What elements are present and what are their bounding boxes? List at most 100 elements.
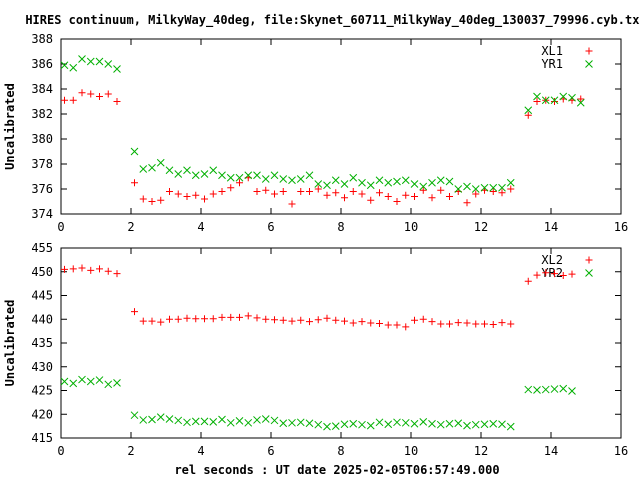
data-point — [506, 422, 515, 431]
data-point — [472, 320, 480, 328]
data-point — [139, 416, 148, 424]
data-point — [218, 415, 226, 424]
data-point — [209, 190, 217, 198]
data-point — [104, 60, 113, 68]
data-point — [209, 417, 218, 426]
data-point — [463, 421, 471, 430]
data-point — [375, 176, 384, 185]
data-point — [270, 171, 279, 180]
data-point — [550, 385, 559, 393]
data-point — [340, 420, 349, 429]
data-point — [104, 380, 113, 389]
data-point — [376, 320, 383, 328]
data-point — [323, 191, 331, 199]
y-tick-label: 380 — [31, 132, 53, 146]
data-point — [419, 182, 428, 191]
data-point — [436, 420, 445, 429]
data-point — [411, 193, 418, 200]
data-point — [200, 417, 209, 426]
data-point — [437, 186, 445, 194]
data-point — [314, 420, 323, 429]
y-tick-label: 388 — [31, 32, 53, 46]
data-point — [60, 61, 69, 70]
data-point — [227, 184, 235, 192]
data-point — [200, 170, 209, 178]
data-point — [209, 166, 218, 175]
y-tick-label: 425 — [31, 384, 53, 398]
data-point — [183, 166, 191, 175]
data-point — [384, 420, 393, 429]
data-point — [270, 416, 279, 425]
data-point — [480, 183, 489, 192]
data-point — [498, 183, 506, 192]
data-point — [69, 96, 77, 104]
data-point — [428, 194, 436, 202]
y-axis-label: Uncalibrated — [3, 83, 17, 170]
data-point — [271, 316, 278, 324]
data-point — [69, 63, 78, 72]
data-point — [349, 188, 357, 195]
data-point — [472, 190, 480, 198]
data-point — [323, 422, 331, 431]
data-point — [446, 193, 453, 200]
data-point — [78, 89, 86, 97]
data-point — [244, 171, 253, 180]
data-point — [156, 413, 165, 421]
x-tick-label: 12 — [474, 220, 488, 234]
data-point — [533, 386, 541, 394]
data-point — [367, 319, 375, 327]
plot-frame — [60, 38, 622, 215]
data-point — [419, 186, 427, 194]
data-point — [165, 415, 174, 423]
data-point — [157, 318, 165, 326]
data-point — [244, 312, 252, 320]
data-point — [419, 315, 427, 323]
data-point — [331, 422, 340, 430]
data-point — [148, 317, 156, 325]
data-point — [340, 180, 349, 188]
data-point — [236, 313, 243, 321]
data-point — [61, 265, 68, 273]
data-point — [261, 175, 270, 183]
y-tick-label: 445 — [31, 289, 53, 303]
data-point — [306, 188, 313, 195]
data-point — [288, 418, 296, 427]
x-tick-label: 10 — [404, 220, 418, 234]
data-point — [341, 194, 348, 202]
y-tick-label: 386 — [31, 57, 53, 71]
x-axis-label: rel seconds : UT date 2025-02-05T06:57:4… — [174, 463, 499, 477]
chart-title: HIRES continuum, MilkyWay_40deg, file:Sk… — [25, 13, 640, 28]
data-point — [148, 163, 156, 172]
data-point — [201, 195, 208, 203]
data-point — [131, 179, 138, 187]
data-point — [419, 417, 428, 426]
data-point — [130, 147, 139, 156]
data-point — [271, 190, 278, 198]
data-point — [498, 420, 506, 429]
y-tick-label: 376 — [31, 182, 53, 196]
data-point — [454, 419, 463, 428]
data-point — [113, 98, 121, 105]
data-point — [463, 319, 471, 327]
data-point — [244, 418, 253, 427]
data-point — [568, 387, 576, 395]
y-tick-label: 450 — [31, 265, 53, 279]
data-point — [306, 318, 313, 326]
x-tick-label: 4 — [197, 444, 204, 458]
data-point — [113, 65, 121, 73]
data-point — [358, 190, 366, 198]
y-tick-label: 420 — [31, 407, 53, 421]
data-point — [104, 267, 112, 275]
data-point — [480, 420, 489, 429]
data-point — [279, 316, 287, 324]
x-tick-label: 2 — [127, 220, 134, 234]
x-tick-label: 14 — [544, 220, 558, 234]
data-point — [375, 418, 384, 427]
data-point — [69, 379, 78, 388]
y-tick-label: 374 — [31, 207, 53, 221]
legend-marker — [585, 60, 593, 68]
data-point — [78, 264, 86, 272]
data-point — [78, 55, 86, 63]
data-point — [471, 420, 480, 429]
